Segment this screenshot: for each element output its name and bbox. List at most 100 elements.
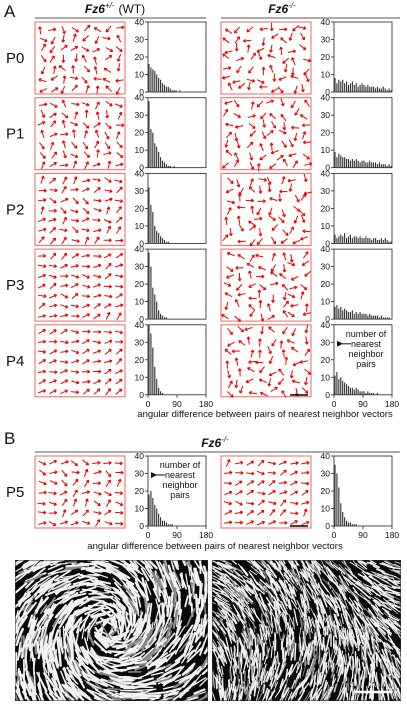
histogram-bar xyxy=(163,520,165,526)
flow-streak xyxy=(230,646,233,657)
flow-streak xyxy=(384,649,392,666)
flow-streak xyxy=(57,591,74,601)
flow-streak xyxy=(383,575,398,585)
flow-streak xyxy=(253,607,258,618)
flow-streak xyxy=(368,672,372,688)
flow-streak xyxy=(364,645,367,656)
flow-streak xyxy=(290,599,298,610)
flow-streak xyxy=(364,608,376,622)
flow-streak xyxy=(260,581,267,592)
flow-streak xyxy=(350,614,356,628)
vector-arrow xyxy=(115,348,123,355)
flow-streak xyxy=(193,618,201,632)
histogram-bar xyxy=(156,508,158,526)
histogram-bar xyxy=(376,315,379,320)
flow-streak xyxy=(303,628,307,641)
flow-streak xyxy=(302,661,308,677)
y-tick-label: 0 xyxy=(139,390,144,400)
flow-streak xyxy=(238,591,246,599)
vector-arrow xyxy=(247,114,256,119)
flow-streak xyxy=(145,625,156,643)
flow-streak xyxy=(86,607,108,611)
flow-streak xyxy=(250,682,253,695)
y-tick-label: 40 xyxy=(321,17,331,27)
vector-arrow xyxy=(271,33,279,39)
vector-arrow xyxy=(37,273,47,279)
flow-streak xyxy=(323,560,334,569)
vector-arrow xyxy=(287,262,296,267)
vector-arrow xyxy=(104,348,112,355)
flow-streak xyxy=(336,654,340,665)
flow-streak xyxy=(23,597,33,614)
flow-streak xyxy=(100,560,119,569)
vector-arrow xyxy=(224,292,233,298)
vector-arrow xyxy=(260,326,264,335)
flow-streak xyxy=(296,653,302,670)
flow-streak xyxy=(389,617,399,627)
flow-streak xyxy=(353,591,367,601)
flow-streak xyxy=(244,586,254,595)
vector-arrow xyxy=(259,366,265,374)
histogram-bar xyxy=(344,83,346,92)
x-tick-label: 90 xyxy=(172,399,182,409)
flow-streak xyxy=(376,576,389,584)
vector-arrow xyxy=(70,521,79,526)
flow-streak xyxy=(288,587,294,600)
vector-arrow xyxy=(115,78,124,83)
vector-arrow xyxy=(224,510,233,515)
flow-streak xyxy=(324,644,327,657)
flow-streak xyxy=(330,560,339,568)
vector-arrow xyxy=(305,74,310,83)
flow-streak xyxy=(265,585,273,603)
vector-arrow xyxy=(269,22,274,32)
flow-streak xyxy=(303,585,314,600)
flow-streak xyxy=(279,594,288,607)
genotype: -/- xyxy=(221,435,229,444)
row-label: P0 xyxy=(6,50,24,67)
vector-arrow xyxy=(292,25,299,32)
histogram-bar xyxy=(158,513,160,526)
vector-arrow xyxy=(234,299,240,307)
flow-streak xyxy=(218,598,231,606)
flow-streak xyxy=(296,599,305,616)
vector-arrow xyxy=(270,87,279,93)
vector-arrow xyxy=(93,56,97,65)
flow-streak xyxy=(88,659,100,674)
flow-streak xyxy=(88,613,101,631)
y-tick-label: 30 xyxy=(135,337,145,347)
flow-streak xyxy=(145,613,151,634)
flow-streak xyxy=(242,639,248,654)
histogram-bar xyxy=(160,236,162,244)
flow-streak xyxy=(362,577,375,586)
flow-streak xyxy=(15,672,22,686)
flow-streak xyxy=(303,612,307,626)
flow-streak xyxy=(277,567,284,576)
flow-streak xyxy=(51,580,70,591)
histogram-bar xyxy=(158,387,160,395)
vector-arrow xyxy=(301,489,309,496)
flow-streak xyxy=(114,581,126,595)
flow-streak xyxy=(262,684,266,694)
flow-streak xyxy=(145,602,151,623)
histogram-bar xyxy=(334,78,336,92)
vector-arrow xyxy=(115,274,124,279)
flow-streak xyxy=(37,636,40,654)
histogram-bar xyxy=(355,524,357,526)
vector-arrow xyxy=(60,329,68,335)
y-tick-label: 10 xyxy=(135,221,145,231)
flow-streak xyxy=(131,677,155,686)
flow-streak xyxy=(253,645,258,661)
flow-streak xyxy=(265,666,272,683)
vector-arrow xyxy=(115,521,124,526)
flow-streak xyxy=(219,619,228,631)
flow-streak xyxy=(134,581,147,599)
flow-streak xyxy=(377,625,387,634)
histogram-bar xyxy=(152,69,154,92)
flow-streak xyxy=(184,668,194,677)
vector-arrow xyxy=(249,161,255,170)
flow-streak xyxy=(233,651,236,664)
flow-streak xyxy=(126,581,139,593)
flow-streak xyxy=(365,638,371,651)
flow-streak xyxy=(221,641,229,651)
flow-streak xyxy=(224,562,237,571)
